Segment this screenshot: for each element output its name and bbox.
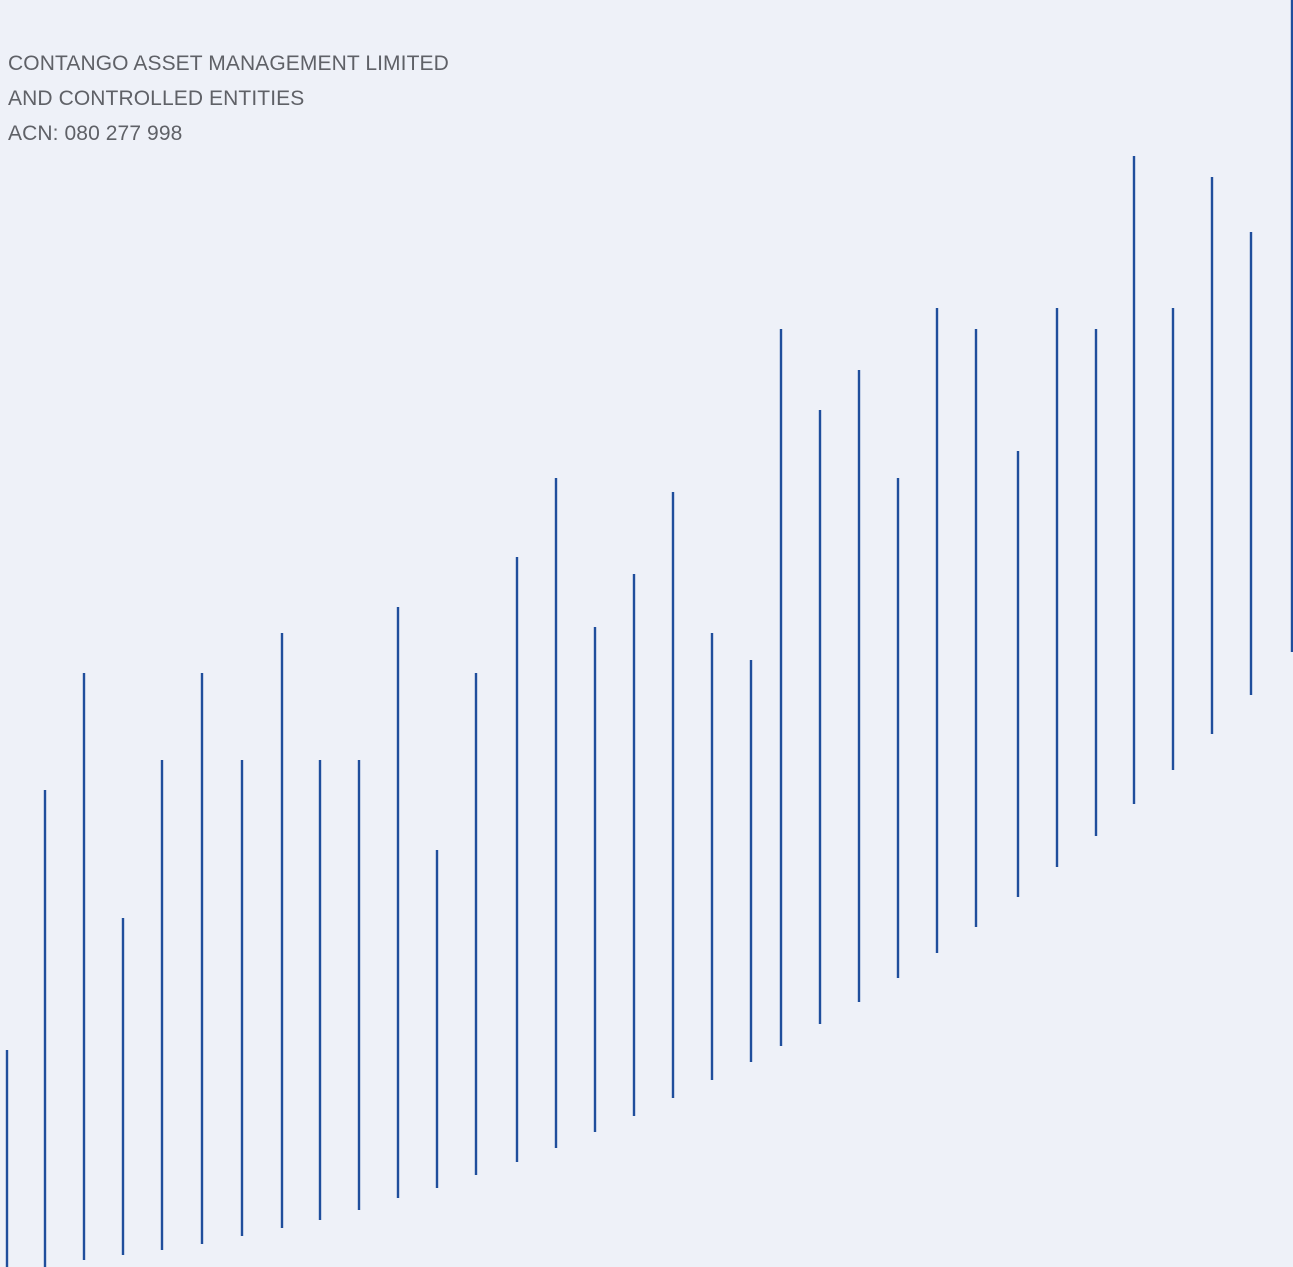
company-name-line-1: CONTANGO ASSET MANAGEMENT LIMITED (8, 52, 449, 75)
line-group (5, 0, 1293, 1267)
company-header: CONTANGO ASSET MANAGEMENT LIMITED AND CO… (8, 46, 449, 151)
company-name-line-2: AND CONTROLLED ENTITIES (8, 87, 305, 110)
company-acn: ACN: 080 277 998 (8, 122, 183, 145)
